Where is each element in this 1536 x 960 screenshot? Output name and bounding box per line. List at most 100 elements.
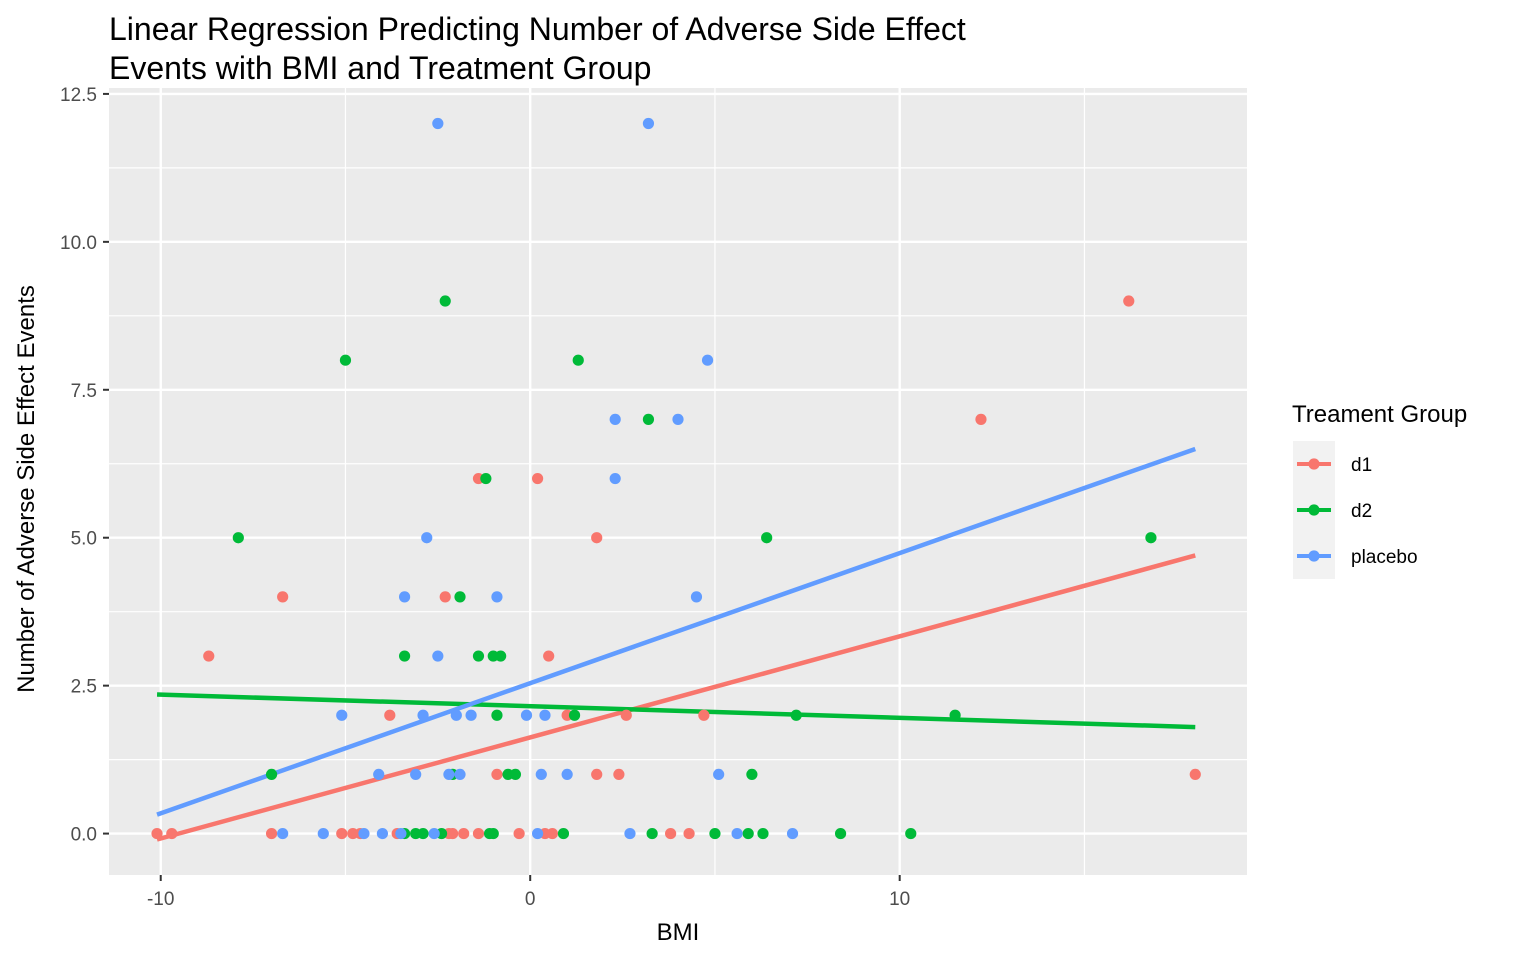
d2-point xyxy=(761,532,773,544)
placebo-point xyxy=(491,591,503,603)
placebo-point xyxy=(336,709,348,721)
d1-point xyxy=(1189,768,1201,781)
legend-dot-d2 xyxy=(1308,504,1320,516)
d2-point xyxy=(398,650,411,662)
y-tick-label: 10.0 xyxy=(60,233,97,254)
y-tick-label: 0.0 xyxy=(71,825,97,846)
placebo-point xyxy=(432,117,444,130)
d1-point xyxy=(543,650,555,662)
y-tick-label: 7.5 xyxy=(71,381,97,402)
placebo-point xyxy=(624,827,636,840)
y-axis-title: Number of Adverse Side Effect Events xyxy=(13,285,40,693)
placebo-point xyxy=(731,827,743,840)
d1-point xyxy=(613,768,625,781)
d2-point xyxy=(709,827,721,840)
regression-lines xyxy=(156,446,1197,842)
y-tick-label: 5.0 xyxy=(71,529,97,550)
d2-point xyxy=(491,709,503,721)
d1-point xyxy=(698,709,710,721)
d1-point xyxy=(546,827,558,840)
placebo-point xyxy=(376,827,389,840)
d1-point xyxy=(151,827,163,840)
d2-point xyxy=(557,827,570,840)
d2-point xyxy=(790,709,802,721)
d2-point xyxy=(480,472,492,485)
chart-title-line-2: Events with BMI and Treatment Group xyxy=(109,50,651,86)
placebo-point xyxy=(690,591,703,603)
d2-point xyxy=(568,709,581,721)
d1-point xyxy=(458,827,470,840)
d1-point xyxy=(591,532,603,544)
y-axis-ticks: 0.0 2.5 5.0 7.5 10.0 12.5 xyxy=(60,85,109,846)
placebo-point xyxy=(609,413,621,425)
placebo-point xyxy=(561,768,573,781)
legend-label-d1: d1 xyxy=(1351,455,1372,476)
d2-point xyxy=(949,709,961,721)
d1-point xyxy=(265,827,278,840)
placebo-point xyxy=(395,827,407,840)
placebo-point xyxy=(535,768,547,781)
d2-point xyxy=(339,354,352,366)
chart-title-line-1: Linear Regression Predicting Number of A… xyxy=(109,11,966,47)
d2-point xyxy=(642,413,655,425)
d2-point xyxy=(742,827,754,840)
d1-point xyxy=(336,827,348,840)
d2-point xyxy=(439,295,451,307)
d2-point xyxy=(495,650,507,662)
placebo-point xyxy=(428,827,440,840)
d1-point xyxy=(472,827,485,840)
d2-point xyxy=(509,768,522,781)
d2-point xyxy=(472,650,485,662)
placebo-point xyxy=(701,354,714,366)
d2-point xyxy=(265,768,278,781)
x-tick-label: 10 xyxy=(889,889,910,910)
data-points xyxy=(151,117,1201,840)
d1-point xyxy=(665,827,677,840)
d1-fit-line xyxy=(156,553,1196,842)
d2-point xyxy=(487,827,499,840)
d1-point xyxy=(166,827,178,840)
d1-point xyxy=(384,709,396,721)
placebo-point xyxy=(373,768,385,781)
d1-point xyxy=(277,591,289,603)
d1-point xyxy=(620,709,632,721)
placebo-point xyxy=(642,117,655,130)
major-gridlines xyxy=(109,88,1247,875)
placebo-point xyxy=(358,827,370,840)
legend-dot-d1 xyxy=(1308,458,1320,470)
placebo-point xyxy=(531,827,544,840)
d1-point xyxy=(683,827,695,840)
y-tick-label: 2.5 xyxy=(71,677,97,698)
d1-point xyxy=(203,650,215,662)
placebo-point xyxy=(672,413,684,425)
placebo-point xyxy=(432,650,444,662)
placebo-point xyxy=(421,532,433,544)
legend-label-d2: d2 xyxy=(1351,501,1372,522)
legend: Treament Group d1 d2 placebo xyxy=(1292,401,1467,579)
d2-point xyxy=(232,532,244,544)
d1-point xyxy=(513,827,525,840)
d2-point xyxy=(905,827,917,840)
plot-panel xyxy=(109,88,1247,875)
x-axis-title: BMI xyxy=(657,919,700,946)
minor-gridlines xyxy=(109,88,1247,875)
d2-point xyxy=(646,827,658,840)
d1-point xyxy=(439,591,451,603)
d2-fit-line xyxy=(156,692,1196,730)
placebo-point xyxy=(539,709,551,721)
d2-point xyxy=(454,591,466,603)
d2-point xyxy=(1145,532,1157,544)
d1-point xyxy=(491,768,503,781)
x-tick-label: -10 xyxy=(147,889,174,910)
placebo-point xyxy=(443,768,455,781)
d1-point xyxy=(531,472,544,485)
legend-title: Treament Group xyxy=(1292,401,1467,428)
x-axis-ticks: -10 0 10 xyxy=(147,875,910,910)
d2-point xyxy=(834,827,847,840)
placebo-point xyxy=(317,827,329,840)
d1-point xyxy=(975,413,987,425)
x-tick-label: 0 xyxy=(525,889,536,910)
placebo-point xyxy=(520,709,533,721)
placebo-point xyxy=(465,709,477,721)
